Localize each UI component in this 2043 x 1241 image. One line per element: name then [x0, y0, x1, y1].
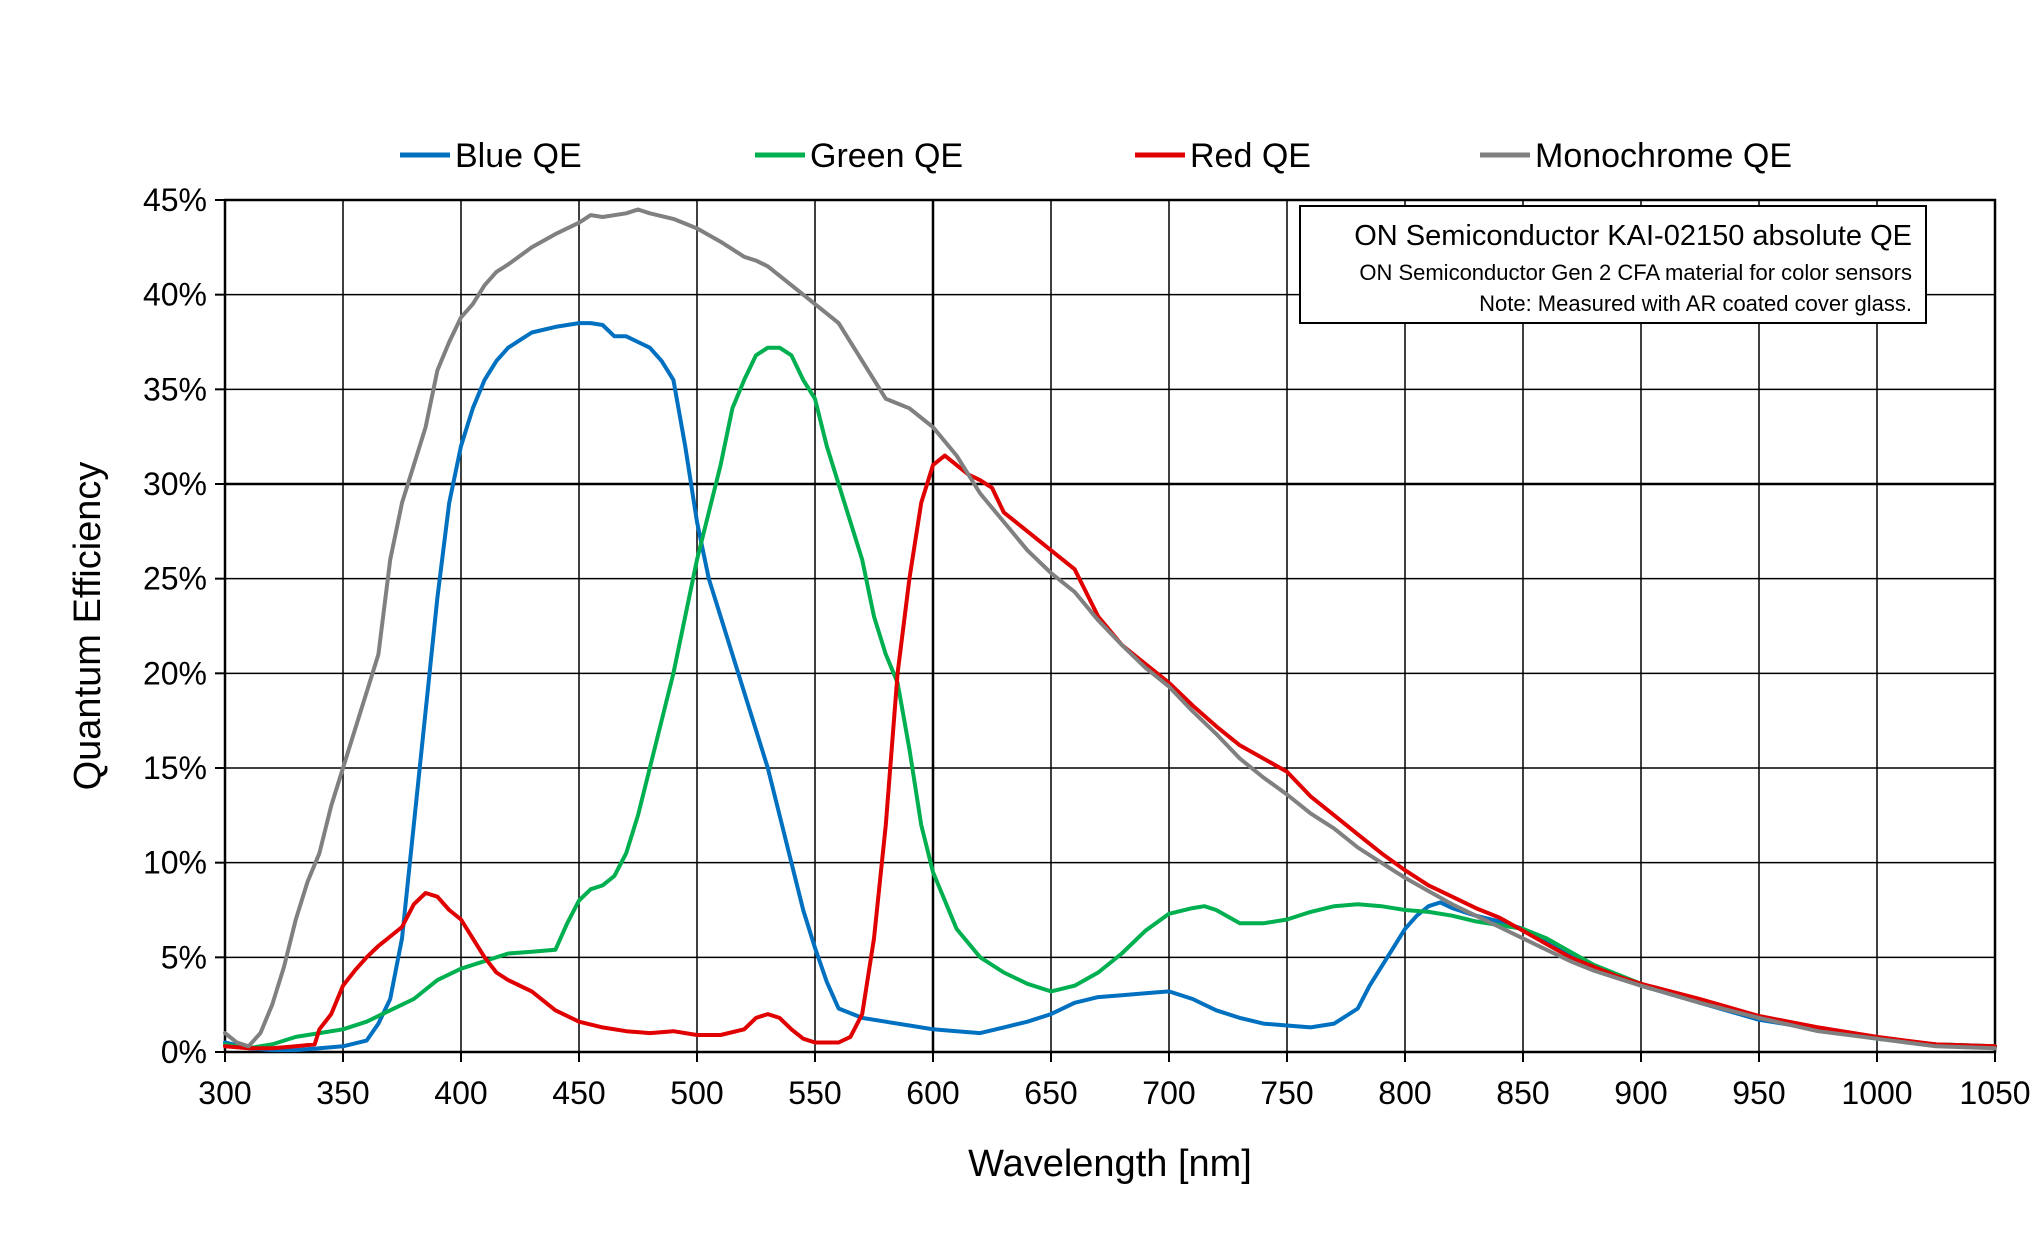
y-axis-ticks: 0% 5% 10% 15% 20% 25% 30% 35% 40% 45% — [143, 182, 225, 1070]
y-tick-label: 0% — [161, 1034, 207, 1070]
x-tick-label: 900 — [1614, 1075, 1667, 1111]
x-tick-label: 400 — [434, 1075, 487, 1111]
x-tick-label: 350 — [316, 1075, 369, 1111]
x-axis-title: Wavelength [nm] — [968, 1143, 1252, 1185]
y-tick-label: 45% — [143, 182, 207, 218]
y-axis-title: Quantum Efficiency — [67, 462, 109, 791]
series-line-red-qe — [223, 453, 1997, 1051]
x-tick-label: 450 — [552, 1075, 605, 1111]
series-line-blue-qe — [223, 321, 1997, 1053]
x-tick-label: 700 — [1142, 1075, 1195, 1111]
y-tick-label: 40% — [143, 277, 207, 313]
y-tick-label: 15% — [143, 750, 207, 786]
x-tick-label: 750 — [1260, 1075, 1313, 1111]
y-tick-label: 30% — [143, 466, 207, 502]
annotation-line: ON Semiconductor Gen 2 CFA material for … — [1359, 260, 1912, 285]
x-tick-label: 1000 — [1841, 1075, 1912, 1111]
legend: Blue QE Green QE Red QE Monochrome QE — [400, 137, 1792, 175]
series-line-monochrome-qe — [223, 207, 1997, 1051]
legend-label-blue-qe: Blue QE — [455, 137, 582, 175]
series-layer — [223, 207, 1997, 1053]
legend-label-red-qe: Red QE — [1190, 137, 1311, 175]
gridlines — [224, 199, 1996, 1053]
x-tick-label: 800 — [1378, 1075, 1431, 1111]
x-axis-ticks: 300 350 400 450 500 550 600 650 700 750 800 850 900 9… — [198, 1052, 2031, 1111]
x-tick-label: 950 — [1732, 1075, 1785, 1111]
y-tick-label: 20% — [143, 655, 207, 691]
y-tick-label: 10% — [143, 845, 207, 881]
x-tick-label: 300 — [198, 1075, 251, 1111]
series-line-green-qe — [223, 345, 1997, 1051]
annotation-frame — [1299, 205, 1927, 324]
annotation-line: Note: Measured with AR coated cover glas… — [1479, 291, 1912, 316]
plot-frame — [223, 198, 1997, 1054]
x-tick-label: 850 — [1496, 1075, 1549, 1111]
annotation-title: ON Semiconductor KAI-02150 absolute QE — [1354, 220, 1912, 252]
y-tick-label: 25% — [143, 561, 207, 597]
legend-label-monochrome-qe: Monochrome QE — [1535, 137, 1792, 175]
x-tick-label: 1050 — [1959, 1075, 2030, 1111]
legend-label-green-qe: Green QE — [810, 137, 963, 175]
x-tick-label: 650 — [1024, 1075, 1077, 1111]
y-tick-label: 35% — [143, 371, 207, 407]
x-tick-label: 600 — [906, 1075, 959, 1111]
y-tick-label: 5% — [161, 939, 207, 975]
x-tick-label: 550 — [788, 1075, 841, 1111]
annotation-box: ON Semiconductor KAI-02150 absolute QE O… — [1299, 205, 1927, 324]
x-tick-label: 500 — [670, 1075, 723, 1111]
